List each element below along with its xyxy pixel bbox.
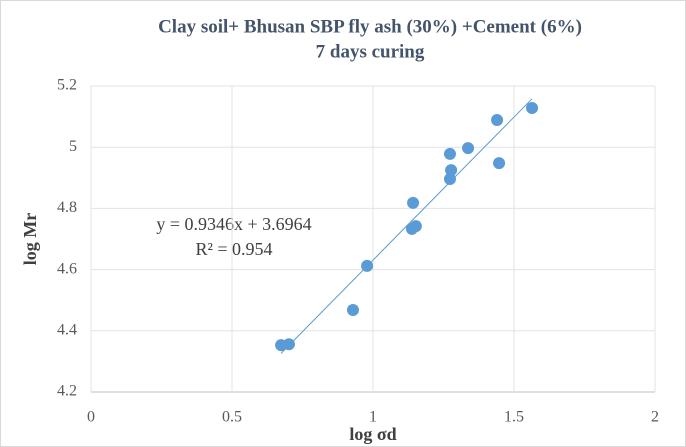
y-axis-title: log Mr [20, 213, 40, 265]
point [361, 259, 374, 272]
x-tick-label: 1 [369, 409, 377, 426]
y-tick-label: 4.8 [57, 199, 77, 216]
x-tick-label: 2 [651, 409, 659, 426]
y-tick-label: 5.2 [57, 77, 77, 94]
trendline [280, 98, 533, 354]
y-tick-label: 4.6 [57, 260, 77, 277]
y-tick-label: 4.4 [57, 321, 77, 338]
point [526, 102, 539, 115]
point [445, 164, 458, 177]
point [443, 173, 456, 186]
y-tick-label: 5 [69, 138, 77, 155]
x-tick-label: 0 [87, 409, 95, 426]
point [491, 113, 504, 126]
point [493, 157, 506, 170]
chart-subtitle: 7 days curing [316, 41, 425, 62]
y-tick-label: 4.2 [57, 383, 77, 400]
trendline-equation: y = 0.9346x + 3.6964 [156, 214, 311, 234]
x-tick-label: 0.5 [222, 409, 242, 426]
point [282, 338, 295, 351]
point [462, 142, 475, 155]
point [407, 196, 420, 209]
chart-title: Clay soil+ Bhusan SBP fly ash (30%) +Cem… [158, 16, 582, 37]
trendline-r-squared: R² = 0.954 [195, 239, 272, 259]
point [409, 220, 422, 233]
point [443, 147, 456, 160]
x-tick-label: 1.5 [504, 409, 524, 426]
x-axis-title: log σd [349, 424, 396, 444]
point [346, 303, 359, 316]
